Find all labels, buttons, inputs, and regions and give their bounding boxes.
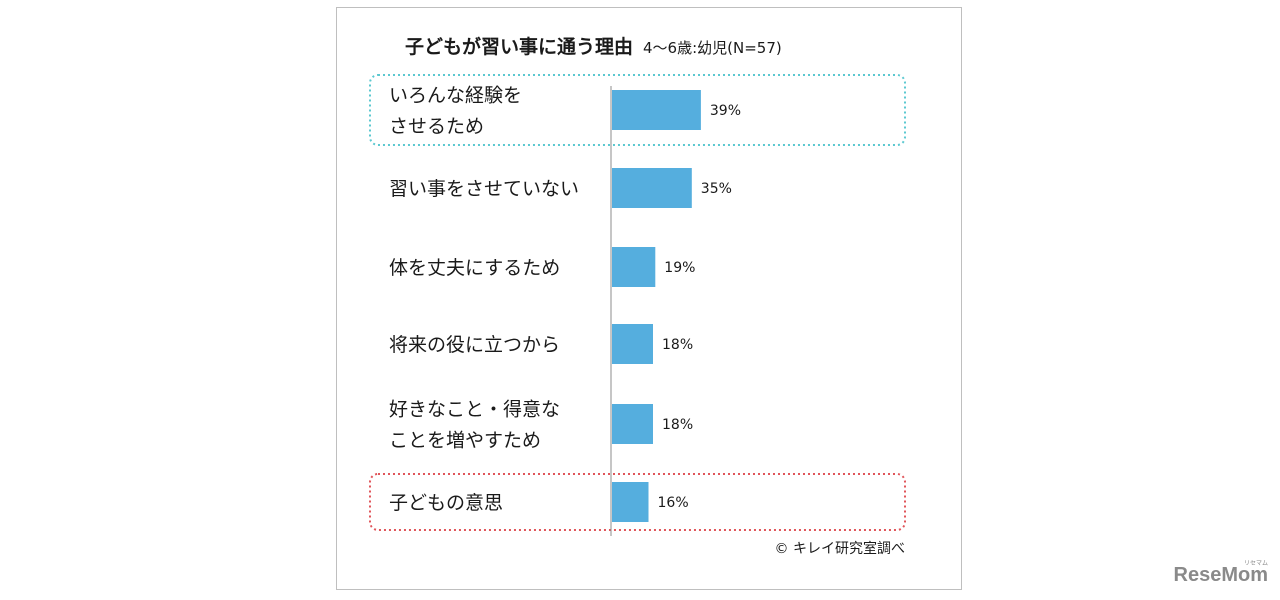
highlight-frame-0 [369,74,906,146]
value-label-3: 18% [662,337,693,353]
category-label-2: 体を丈夫にするため [389,257,560,279]
value-label-5: 16% [658,495,689,511]
highlight-frame-5 [369,473,906,531]
category-label-0-line-1: させるため [389,116,484,138]
chart-panel: 子どもが習い事に通う理由 4〜6歳:幼児(N=57) いろんな経験を させるため習… [336,7,962,590]
bar-chart: 子どもが習い事に通う理由 4〜6歳:幼児(N=57) いろんな経験をさせるため習… [369,35,906,557]
bar-5 [612,482,649,522]
source-note: © キレイ研究室調べ [775,540,905,557]
category-labels-group: いろんな経験をさせるため習い事をさせていない体を丈夫にするため将来の役に立つから… [389,85,579,515]
bar-0 [612,90,701,130]
category-label-5: 子どもの意思 [389,492,503,514]
value-label-2: 19% [664,260,695,276]
highlight-frames [369,74,906,531]
brand-logo: ReseMom リセマム [1173,561,1268,587]
category-label-3: 将来の役に立つから [389,334,560,356]
bar-1 [612,168,692,208]
value-label-4: 18% [662,417,693,433]
bar-3 [612,324,653,364]
chart-title: 子どもが習い事に通う理由 [405,35,633,58]
value-label-0: 39% [710,103,741,119]
bars-group [612,90,701,522]
value-label-1: 35% [701,181,732,197]
brand-logo-text: ReseMom [1173,564,1268,586]
category-label-1: 習い事をさせていない [389,178,579,200]
value-labels-group: 39% 35% 19% 18% 18% 16% [658,103,742,511]
chart-subtitle: 4〜6歳:幼児(N=57) [643,39,782,57]
brand-logo-small: リセマム [1243,561,1268,567]
category-label-0-line-0: いろんな経験を [389,85,522,107]
category-label-4-line-1: ことを増やすため [389,430,541,452]
bar-2 [612,247,656,287]
bar-4 [612,404,653,444]
category-label-4-line-0: 好きなこと・得意な [389,399,560,421]
